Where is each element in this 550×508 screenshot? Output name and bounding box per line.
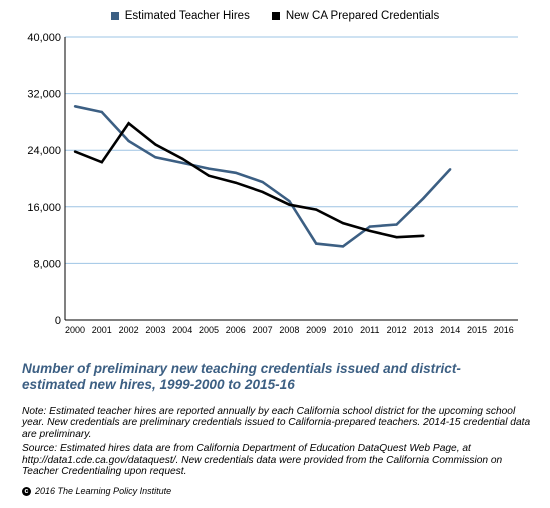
x-tick-label: 2009 [306, 325, 326, 335]
x-tick-label: 2010 [333, 325, 353, 335]
data-point-credentials [181, 157, 184, 160]
x-tick-label: 2008 [279, 325, 299, 335]
x-tick-label: 2006 [226, 325, 246, 335]
data-point-credentials [207, 174, 211, 177]
data-point-credentials [100, 161, 104, 164]
data-point-teacher-hires [234, 171, 237, 175]
y-tick-label: 0 [55, 315, 61, 327]
data-point-credentials [395, 236, 398, 239]
x-tick-label: 2005 [199, 325, 219, 335]
data-point-teacher-hires [207, 167, 211, 170]
series-line-teacher-hires [74, 105, 452, 248]
x-tick-label: 2016 [494, 325, 514, 335]
note-text: Note: Estimated teacher hires are report… [22, 406, 531, 440]
data-point-credentials [261, 190, 264, 194]
data-point-credentials [368, 229, 371, 233]
legend-swatch-teacher-hires [110, 12, 119, 20]
y-tick-label: 24,000 [27, 145, 61, 157]
data-point-credentials [341, 221, 345, 225]
copyright-line: c 2016 The Learning Policy Institute [22, 486, 171, 496]
notes-block: Note: Estimated teacher hires are report… [22, 406, 537, 480]
x-tick-label: 2013 [413, 325, 433, 335]
y-tick-label: 32,000 [27, 89, 61, 101]
data-point-teacher-hires [100, 110, 104, 114]
x-tick-label: 2014 [440, 325, 460, 335]
x-tick-label: 2007 [253, 325, 273, 335]
series-line-credentials [74, 121, 424, 239]
data-point-teacher-hires [368, 225, 371, 228]
copyright-text: 2016 The Learning Policy Institute [35, 486, 172, 496]
x-tick-label: 2003 [145, 325, 165, 335]
legend-item-teacher-hires: Estimated Teacher Hires [110, 10, 250, 22]
data-point-credentials [288, 203, 291, 206]
x-tick-label: 2002 [119, 325, 139, 335]
source-text: Source: Estimated hires data are from Ca… [22, 443, 503, 478]
data-point-teacher-hires [154, 156, 157, 159]
x-tick-label: 2004 [172, 325, 192, 335]
data-point-teacher-hires [315, 242, 318, 245]
chart-legend: Estimated Teacher Hires New CA Prepared … [0, 10, 550, 22]
x-tick-label: 2001 [92, 325, 112, 335]
data-point-credentials [127, 122, 130, 125]
data-point-teacher-hires [422, 197, 425, 200]
data-point-credentials [422, 234, 425, 238]
line-chart: 0 8,000 16,000 24,000 32,000 40,000 2000 2001 20… [27, 32, 518, 335]
data-point-credentials [234, 181, 237, 184]
data-point-teacher-hires [181, 161, 184, 165]
legend-swatch-credentials [271, 12, 280, 20]
x-tick-label: 2011 [360, 325, 379, 335]
chart-caption: Number of preliminary new teaching crede… [22, 361, 461, 392]
y-tick-label: 8,000 [33, 258, 61, 270]
legend-label-teacher-hires: Estimated Teacher Hires [124, 10, 250, 22]
data-point-teacher-hires [288, 199, 291, 203]
data-point-credentials [154, 143, 157, 146]
data-point-teacher-hires [127, 139, 130, 143]
data-point-teacher-hires [395, 223, 398, 226]
legend-label-credentials: New CA Prepared Credentials [285, 10, 440, 22]
data-point-teacher-hires [341, 245, 345, 248]
x-tick-label: 2012 [387, 325, 407, 335]
x-tick-label: 2015 [467, 325, 487, 335]
data-point-teacher-hires [449, 168, 452, 171]
data-point-credentials [315, 208, 318, 211]
data-point-teacher-hires [73, 105, 77, 108]
x-tick-label: 2000 [65, 325, 85, 335]
data-point-credentials [73, 150, 77, 153]
data-point-teacher-hires [261, 180, 264, 184]
y-tick-label: 16,000 [27, 202, 61, 214]
legend-item-credentials: New CA Prepared Credentials [271, 10, 440, 22]
y-tick-label: 40,000 [27, 32, 61, 44]
copyright-icon: c [22, 486, 31, 496]
